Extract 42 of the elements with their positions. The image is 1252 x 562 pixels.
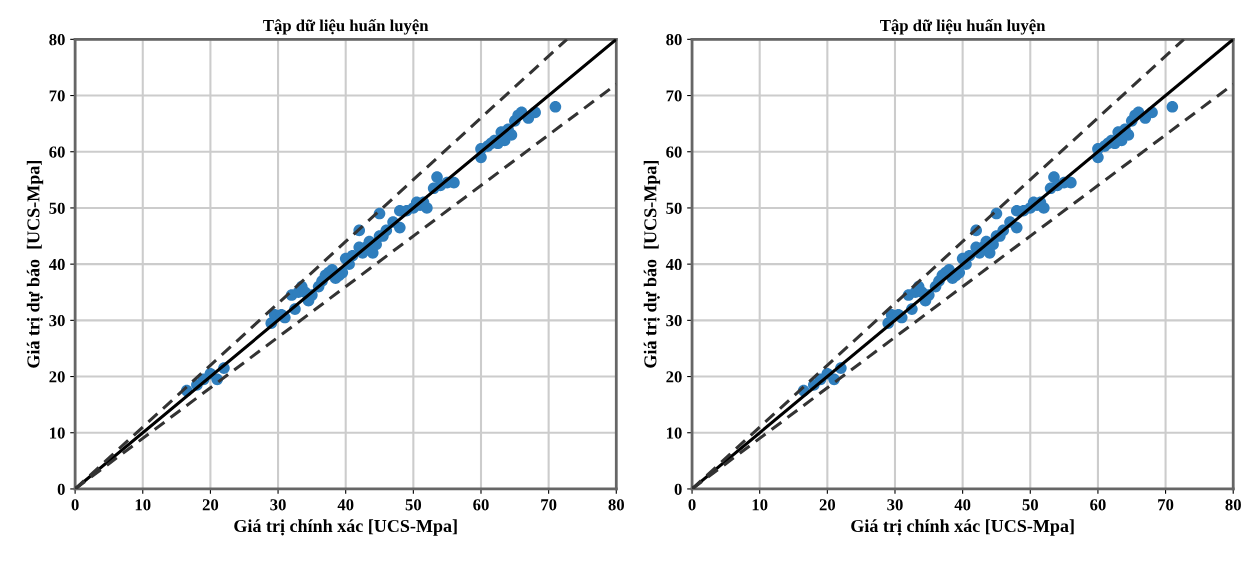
x-tick-label: 40 [954,499,971,511]
y-axis-title: Giá trị dự báo [UCS-Mpa] [643,161,661,368]
y-tick-label: 80 [49,34,65,46]
y-tick-label: 70 [49,90,65,102]
x-tick-label: 50 [405,499,422,511]
x-tick-label: 80 [1225,499,1241,511]
y-tick-label: 50 [666,202,682,214]
x-tick-label: 10 [752,499,768,511]
y-tick-label: 50 [49,202,65,214]
x-tick-label: 70 [541,499,557,511]
x-tick-label: 10 [135,499,151,511]
y-tick-label: 70 [666,90,682,102]
x-tick-label: 60 [473,499,489,511]
y-tick-label: 30 [49,315,65,327]
x-tick-label: 30 [887,499,903,511]
x-axis-title: Giá trị chính xác [UCS-Mpa] [851,519,1074,536]
y-tick-label: 30 [666,315,682,327]
y-tick-label: 0 [674,483,682,495]
x-tick-label: 60 [1090,499,1106,511]
x-tick-label: 30 [270,499,286,511]
x-tick-label: 20 [202,499,219,511]
y-tick-label: 60 [49,146,65,158]
x-tick-label: 20 [819,499,836,511]
y-tick-label: 10 [667,427,682,439]
x-axis-title: Giá trị chính xác [UCS-Mpa] [234,519,457,536]
y-tick-label: 20 [666,371,682,383]
y-tick-label: 80 [666,34,682,46]
y-tick-label: 10 [50,427,65,439]
y-tick-label: 40 [665,258,682,271]
x-tick-label: 80 [608,499,624,511]
y-tick-label: 60 [666,146,682,158]
y-axis-title: Giá trị dự báo [UCS-Mpa] [26,161,44,368]
y-tick-label: 20 [49,371,65,383]
chart-title: Tập dữ liệu huấn luyện [263,18,429,35]
x-tick-label: 70 [1158,499,1174,511]
x-tick-label: 40 [337,499,354,511]
x-tick-label: 0 [688,499,696,511]
chart-title: Tập dữ liệu huấn luyện [880,18,1046,35]
x-tick-label: 50 [1022,499,1038,511]
y-tick-label: 0 [57,483,65,495]
x-tick-label: 0 [71,499,79,511]
y-tick-label: 40 [48,258,65,271]
